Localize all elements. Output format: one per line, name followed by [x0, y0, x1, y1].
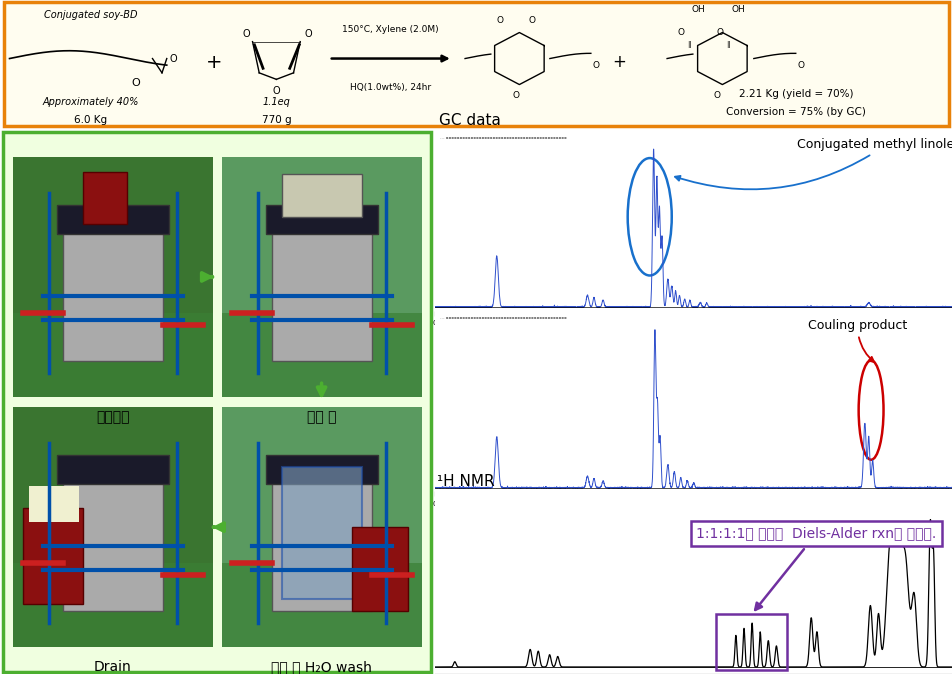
- FancyBboxPatch shape: [222, 313, 421, 396]
- Text: Conjugated methyl linoleate: Conjugated methyl linoleate: [674, 138, 952, 189]
- Text: 6.0 Kg: 6.0 Kg: [74, 115, 107, 125]
- Text: O: O: [130, 78, 140, 88]
- FancyBboxPatch shape: [57, 205, 169, 234]
- Text: --- ▪▪▪▪▪▪▪▪▪▪▪▪▪▪▪▪▪▪▪▪▪▪▪▪▪▪▪▪▪▪▪▪▪▪▪▪▪▪▪▪▪▪▪▪: --- ▪▪▪▪▪▪▪▪▪▪▪▪▪▪▪▪▪▪▪▪▪▪▪▪▪▪▪▪▪▪▪▪▪▪▪▪…: [439, 316, 565, 320]
- FancyBboxPatch shape: [281, 467, 361, 599]
- Text: 2.21 Kg (yield = 70%): 2.21 Kg (yield = 70%): [738, 89, 852, 99]
- FancyBboxPatch shape: [29, 487, 79, 522]
- Text: +: +: [206, 53, 223, 72]
- FancyBboxPatch shape: [271, 467, 371, 611]
- Text: OH: OH: [731, 5, 744, 13]
- Bar: [716, 614, 786, 671]
- Text: HQ(1.0wt%), 24hr: HQ(1.0wt%), 24hr: [349, 83, 431, 92]
- Text: ||: ||: [725, 40, 729, 48]
- Text: 반응 중: 반응 중: [307, 410, 336, 424]
- Text: O: O: [242, 29, 249, 39]
- FancyBboxPatch shape: [281, 174, 361, 217]
- Text: Drain: Drain: [94, 661, 131, 674]
- Text: O: O: [677, 28, 684, 37]
- Text: --- ▪▪▪▪▪▪▪▪▪▪▪▪▪▪▪▪▪▪▪▪▪▪▪▪▪▪▪▪▪▪▪▪▪▪▪▪▪▪▪▪▪▪▪▪: --- ▪▪▪▪▪▪▪▪▪▪▪▪▪▪▪▪▪▪▪▪▪▪▪▪▪▪▪▪▪▪▪▪▪▪▪▪…: [439, 135, 565, 140]
- FancyBboxPatch shape: [83, 172, 127, 224]
- Text: O: O: [715, 28, 723, 37]
- Text: O: O: [527, 16, 535, 26]
- FancyBboxPatch shape: [57, 456, 169, 484]
- Text: 원료투입: 원료투입: [96, 410, 129, 424]
- FancyBboxPatch shape: [13, 563, 212, 647]
- FancyBboxPatch shape: [266, 205, 377, 234]
- Text: Approximately 40%: Approximately 40%: [42, 96, 139, 106]
- Text: +: +: [612, 53, 625, 71]
- Text: O: O: [496, 16, 504, 26]
- Text: Couling product: Couling product: [807, 319, 906, 362]
- FancyBboxPatch shape: [13, 313, 212, 396]
- Text: Conjugated soy-BD: Conjugated soy-BD: [44, 9, 137, 20]
- Text: O: O: [712, 90, 720, 100]
- Text: GC data: GC data: [439, 113, 501, 128]
- FancyBboxPatch shape: [13, 157, 212, 396]
- FancyBboxPatch shape: [23, 508, 83, 604]
- Text: OH: OH: [691, 5, 704, 13]
- Text: 770 g: 770 g: [261, 115, 291, 125]
- FancyBboxPatch shape: [351, 527, 407, 611]
- Text: 150°C, Xylene (2.0M): 150°C, Xylene (2.0M): [342, 26, 439, 34]
- Text: 반응 후 H₂O wash: 반응 후 H₂O wash: [271, 661, 371, 674]
- FancyBboxPatch shape: [63, 217, 163, 361]
- FancyBboxPatch shape: [4, 131, 430, 672]
- Text: O: O: [272, 86, 280, 96]
- FancyBboxPatch shape: [13, 408, 212, 647]
- Text: O: O: [169, 53, 177, 63]
- Text: Conversion = 75% (by GC): Conversion = 75% (by GC): [725, 107, 864, 117]
- Text: 1.1eq: 1.1eq: [262, 96, 290, 106]
- Text: 1:1:1:1의 비율로  Diels-Alder rxn의 증거임.: 1:1:1:1의 비율로 Diels-Alder rxn의 증거임.: [696, 526, 936, 610]
- FancyBboxPatch shape: [271, 217, 371, 361]
- Text: O: O: [511, 90, 519, 100]
- Text: ||: ||: [687, 40, 691, 48]
- Text: ¹H NMR: ¹H NMR: [437, 474, 494, 489]
- FancyBboxPatch shape: [266, 456, 377, 484]
- FancyBboxPatch shape: [4, 2, 948, 125]
- FancyBboxPatch shape: [222, 408, 421, 647]
- Text: O: O: [797, 61, 803, 70]
- Text: O: O: [304, 29, 311, 39]
- FancyBboxPatch shape: [63, 467, 163, 611]
- FancyBboxPatch shape: [222, 563, 421, 647]
- Text: O: O: [592, 61, 599, 70]
- FancyBboxPatch shape: [222, 157, 421, 396]
